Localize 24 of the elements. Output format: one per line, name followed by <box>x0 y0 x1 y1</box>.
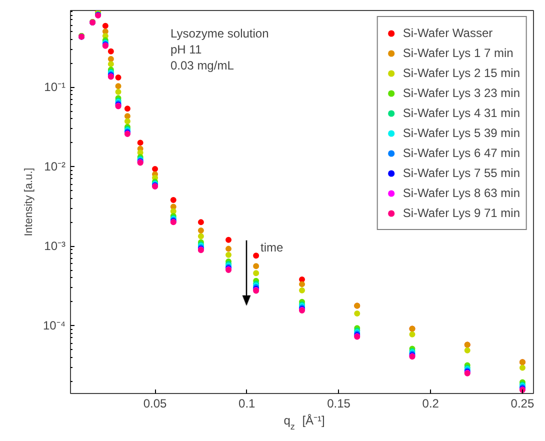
legend-label: Si-Wafer Lys 7 55 min <box>402 166 520 180</box>
x-tick-label: 0.15 <box>327 396 351 410</box>
legend-label: Si-Wafer Lys 9 71 min <box>402 206 520 220</box>
x-tick-label: 0.25 <box>510 396 534 410</box>
legend-label: Si-Wafer Wasser <box>402 26 493 40</box>
legend-label: Si-Wafer Lys 3 23 min <box>402 86 520 100</box>
annotation: time <box>260 240 284 254</box>
y-tick-label: 10⁻⁴ <box>42 318 66 333</box>
y-tick-label: 10⁻² <box>44 160 66 174</box>
legend-label: Si-Wafer Lys 2 15 min <box>402 66 520 80</box>
legend-label: Si-Wafer Lys 5 39 min <box>402 126 520 140</box>
legend-label: Si-Wafer Lys 6 47 min <box>402 146 520 160</box>
legend-label: Si-Wafer Lys 4 31 min <box>402 106 520 120</box>
x-tick-label: 0.05 <box>143 396 168 410</box>
y-axis-title: Intensity [a.u.] <box>22 168 35 236</box>
legend-label: Si-Wafer Lys 1 7 min <box>402 46 514 60</box>
legend-label: Si-Wafer Lys 8 63 min <box>402 186 520 200</box>
y-tick-label: 10⁻¹ <box>44 80 66 94</box>
x-tick-label: 0.2 <box>422 396 440 410</box>
y-tick-label: 10⁻³ <box>44 239 66 254</box>
annotation: 0.03 mg/mL <box>170 58 234 72</box>
x-tick-label: 0.1 <box>238 396 256 410</box>
annotation: pH 11 <box>170 42 202 56</box>
annotation: Lysozyme solution <box>170 26 269 40</box>
